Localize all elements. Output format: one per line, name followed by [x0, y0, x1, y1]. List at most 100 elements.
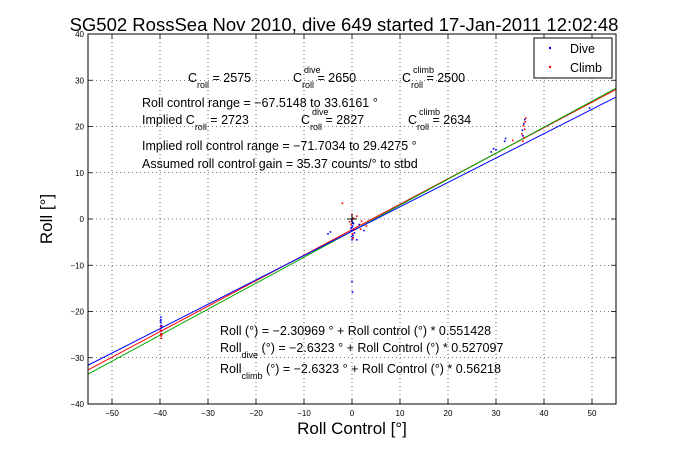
data-point: [348, 220, 351, 223]
data-point: [160, 325, 162, 328]
x-tick-label: 40: [540, 409, 549, 418]
data-point: [160, 330, 162, 332]
plot-area: −50 −40 −30 −20 −10 0 10 20 30 40 50 −40 −30 −20 −10 0 1…: [70, 30, 617, 418]
x-tick-label: −30: [201, 409, 215, 418]
annotation-c-roll-dive-sup: dive: [304, 65, 321, 75]
legend-marker-climb: [548, 65, 552, 69]
data-point: [350, 229, 353, 232]
annotation-equation-all: Roll (°) = −2.30969 ° + Roll control (°)…: [220, 324, 491, 338]
data-point: [353, 228, 356, 231]
annotation-assumed-gain: Assumed roll control gain = 35.37 counts…: [142, 157, 418, 171]
x-tick-label: 0: [350, 409, 355, 418]
data-point: [350, 227, 352, 230]
annotation-c-roll-dive: Croll = 2650: [293, 71, 356, 90]
x-tick-label: 10: [396, 409, 405, 418]
data-point: [351, 225, 354, 227]
annotation-implied-c-roll-climb: Croll = 2634: [408, 113, 471, 132]
data-point: [160, 316, 162, 318]
data-point: [512, 139, 514, 142]
data-point: [352, 217, 355, 219]
data-point: [341, 202, 344, 205]
x-tick-label: −40: [153, 409, 167, 418]
annotation-c-roll-climb-sup: climb: [413, 65, 434, 75]
annotation-implied-c-roll: Implied Croll = 2723: [142, 113, 249, 132]
x-tick-label: −50: [105, 409, 119, 418]
x-tick-label: −20: [249, 409, 263, 418]
data-point: [365, 225, 368, 227]
data-point: [161, 325, 163, 328]
legend-label-dive: Dive: [570, 42, 595, 56]
x-tick-label: 50: [588, 409, 597, 418]
data-point: [350, 235, 353, 238]
origin-marker: [347, 214, 357, 224]
data-point: [522, 124, 525, 127]
data-point: [521, 129, 524, 131]
data-point: [353, 232, 356, 234]
y-tick-label: −30: [70, 354, 84, 363]
data-point: [351, 280, 353, 283]
data-point: [159, 319, 162, 322]
data-point: [161, 333, 163, 336]
data-point: [327, 233, 329, 235]
y-tick-label: −20: [70, 308, 84, 317]
data-point: [351, 226, 353, 229]
axis-ticks: −50 −40 −30 −20 −10 0 10 20 30 40 50 −40 −30 −20 −10 0 1…: [70, 30, 616, 418]
data-point: [504, 137, 507, 140]
data-point: [356, 215, 358, 218]
data-point: [350, 223, 352, 226]
annotation-equation-dive: Rolldive (°) = −2.6323 ° + Roll Control …: [220, 341, 503, 360]
data-point: [351, 233, 354, 235]
data-point: [160, 321, 162, 324]
annotations: Croll = 2575 Croll = 2650 dive Croll = 2…: [142, 65, 503, 381]
data-point: [503, 140, 506, 143]
annotation-c-roll: Croll = 2575: [188, 71, 251, 90]
data-point: [358, 223, 360, 226]
annotation-equation-climb: Rollclimb (°) = −2.6323 ° + Roll Control…: [220, 362, 501, 381]
legend-marker-dive: [548, 46, 552, 50]
data-point: [160, 319, 162, 321]
data-point: [160, 335, 162, 337]
data-point: [524, 128, 526, 131]
data-point: [160, 337, 163, 340]
data-point: [356, 239, 358, 241]
y-axis-title: Roll [°]: [37, 194, 56, 244]
chart-title: SG502 RossSea Nov 2010, dive 649 started…: [70, 14, 619, 35]
data-point: [352, 237, 354, 240]
data-point: [160, 324, 162, 327]
data-point: [523, 136, 525, 139]
data-point: [588, 107, 591, 109]
y-tick-label: −40: [70, 400, 84, 409]
data-point: [352, 236, 354, 239]
y-tick-label: 0: [80, 215, 85, 224]
data-point: [490, 151, 492, 153]
data-point: [524, 117, 527, 119]
data-point: [492, 147, 495, 150]
y-tick-label: 20: [75, 123, 84, 132]
data-point: [351, 291, 354, 293]
data-point: [351, 239, 353, 241]
data-point: [352, 234, 354, 236]
annotation-implied-c-roll-dive-sup: dive: [312, 107, 329, 117]
annotation-implied-range: Implied roll control range = −71.7034 to…: [142, 139, 417, 153]
y-tick-label: 40: [75, 30, 84, 39]
y-tick-label: 30: [75, 76, 84, 85]
data-point: [523, 122, 525, 125]
data-point: [521, 133, 523, 135]
y-tick-label: 10: [75, 169, 84, 178]
x-tick-label: −10: [297, 409, 311, 418]
x-axis-label: Roll Control [°]: [297, 419, 407, 438]
data-point: [359, 228, 362, 230]
data-point: [522, 134, 524, 137]
annotation-roll-control-range: Roll control range = −67.5148 to 33.6161…: [142, 96, 378, 110]
legend-label-climb: Climb: [570, 61, 602, 75]
annotation-c-roll-climb: Croll = 2500: [402, 71, 465, 90]
annotation-implied-c-roll-climb-sup: climb: [419, 107, 440, 117]
data-point: [524, 118, 526, 121]
data-point: [352, 222, 355, 225]
data-point: [495, 148, 497, 151]
data-point: [352, 221, 354, 224]
x-tick-label: 30: [492, 409, 501, 418]
data-point: [522, 140, 524, 143]
data-point: [524, 121, 527, 123]
